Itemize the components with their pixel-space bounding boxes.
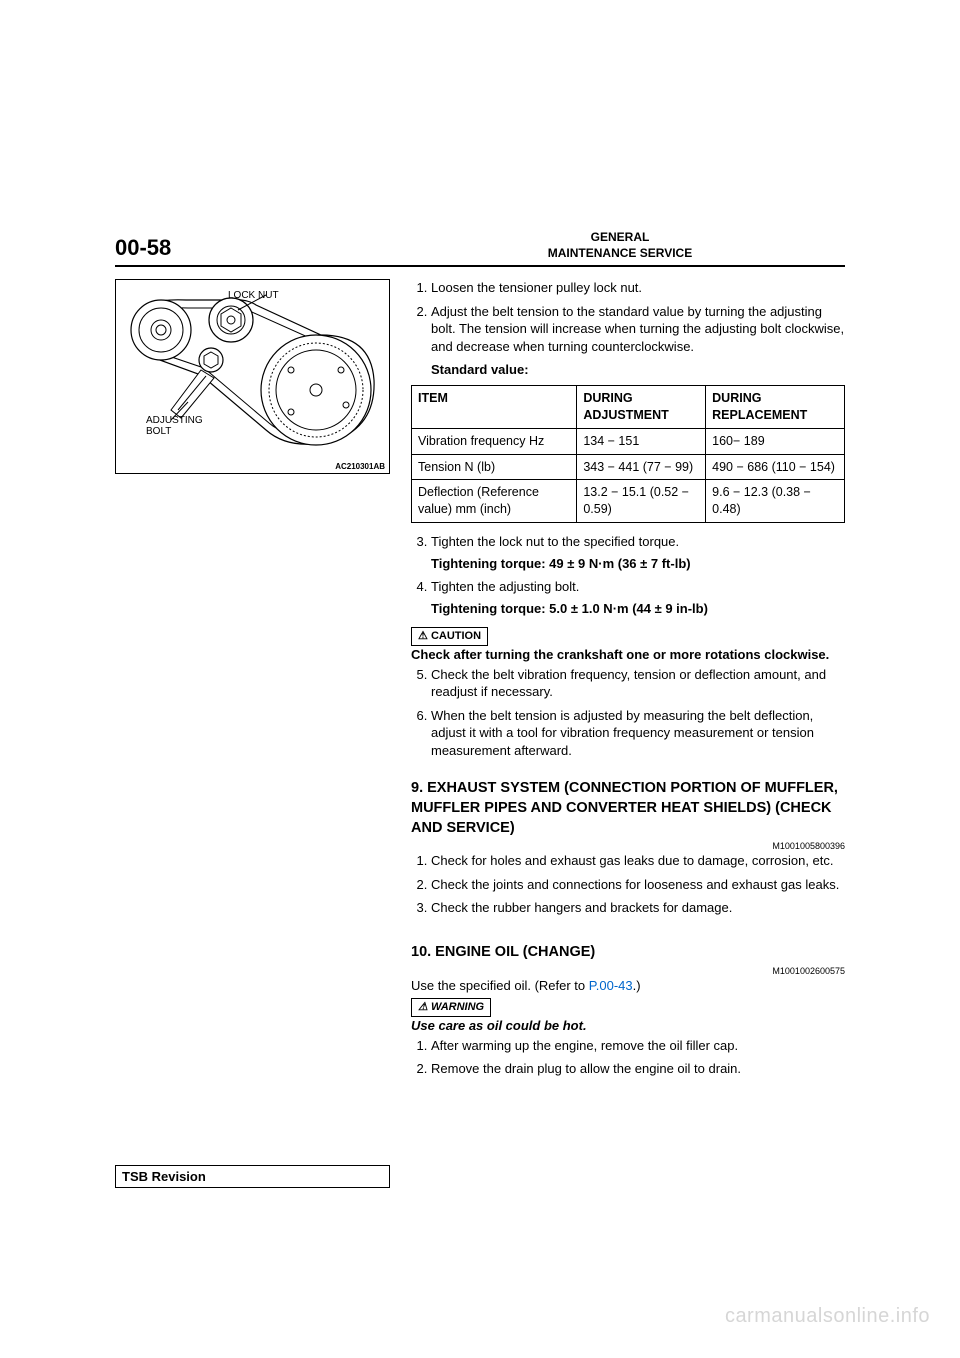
table-cell: Tension N (lb) xyxy=(412,454,577,480)
torque-3: Tightening torque: 49 ± 9 N·m (36 ± 7 ft… xyxy=(431,555,845,573)
warning-block: ⚠ WARNING Use care as oil could be hot. xyxy=(411,994,845,1034)
section-10-step-1: After warming up the engine, remove the … xyxy=(431,1037,845,1055)
section-9-step-1: Check for holes and exhaust gas leaks du… xyxy=(431,852,845,870)
section-9-step-2: Check the joints and connections for loo… xyxy=(431,876,845,894)
caution-label-text: CAUTION xyxy=(431,630,481,642)
table-row: Deflection (Reference value) mm (inch) 1… xyxy=(412,480,845,523)
section-10-intro-pre: Use the specified oil. (Refer to xyxy=(411,978,589,993)
header-title-2: MAINTENANCE SERVICE xyxy=(395,246,845,262)
section-10-mcode: M1001002600575 xyxy=(411,965,845,977)
warning-triangle-icon: ⚠ xyxy=(418,1001,428,1013)
step-3: Tighten the lock nut to the specified to… xyxy=(431,533,845,572)
table-cell: 134 − 151 xyxy=(577,428,706,454)
page-reference-link[interactable]: P.00-43 xyxy=(589,978,633,993)
table-header-item: ITEM xyxy=(412,385,577,428)
steps-5-6: Check the belt vibration frequency, tens… xyxy=(411,666,845,760)
table-cell: Vibration frequency Hz xyxy=(412,428,577,454)
table-row: Vibration frequency Hz 134 − 151 160− 18… xyxy=(412,428,845,454)
step-2: Adjust the belt tension to the standard … xyxy=(431,303,845,379)
table-cell: 9.6 − 12.3 (0.38 − 0.48) xyxy=(706,480,845,523)
section-10-step-2: Remove the drain plug to allow the engin… xyxy=(431,1060,845,1078)
header-title-1: GENERAL xyxy=(395,230,845,246)
lock-nut-label: LOCK NUT xyxy=(228,290,279,301)
section-10-intro: Use the specified oil. (Refer to P.00-43… xyxy=(411,977,845,995)
adjusting-bolt-label: ADJUSTING BOLT xyxy=(146,415,203,437)
section-9-title: 9. EXHAUST SYSTEM (CONNECTION PORTION OF… xyxy=(411,779,845,838)
step-5: Check the belt vibration frequency, tens… xyxy=(431,666,845,701)
step-4-text: Tighten the adjusting bolt. xyxy=(431,579,579,594)
warning-text: Use care as oil could be hot. xyxy=(411,1017,845,1035)
caution-block: ⚠ CAUTION Check after turning the cranks… xyxy=(411,623,845,663)
table-cell: 13.2 − 15.1 (0.52 − 0.59) xyxy=(577,480,706,523)
right-column: Loosen the tensioner pulley lock nut. Ad… xyxy=(395,279,845,1084)
table-header-adjustment: DURING ADJUSTMENT xyxy=(577,385,706,428)
step-4: Tighten the adjusting bolt. Tightening t… xyxy=(431,578,845,617)
warning-label: ⚠ WARNING xyxy=(411,998,491,1017)
section-10-intro-post: .) xyxy=(633,978,641,993)
header-titles: GENERAL MAINTENANCE SERVICE xyxy=(395,230,845,261)
table-row: Tension N (lb) 343 − 441 (77 − 99) 490 −… xyxy=(412,454,845,480)
diagram-code: AC210301AB xyxy=(335,462,385,471)
step-6: When the belt tension is adjusted by mea… xyxy=(431,707,845,760)
standard-value-table: ITEM DURING ADJUSTMENT DURING REPLACEMEN… xyxy=(411,385,845,523)
page: 00-58 GENERAL MAINTENANCE SERVICE xyxy=(0,0,960,1358)
table-cell: Deflection (Reference value) mm (inch) xyxy=(412,480,577,523)
table-header-replacement: DURING REPLACEMENT xyxy=(706,385,845,428)
torque-4: Tightening torque: 5.0 ± 1.0 N·m (44 ± 9… xyxy=(431,600,845,618)
section-9-mcode: M1001005800396 xyxy=(411,840,845,852)
standard-value-label: Standard value: xyxy=(431,361,845,379)
caution-triangle-icon: ⚠ xyxy=(418,630,428,642)
adjusting-bolt-label-l1: ADJUSTING xyxy=(146,415,203,426)
page-header: 00-58 GENERAL MAINTENANCE SERVICE xyxy=(115,230,845,267)
steps-1-2: Loosen the tensioner pulley lock nut. Ad… xyxy=(411,279,845,379)
tsb-revision-box: TSB Revision xyxy=(115,1165,390,1188)
belt-diagram-svg xyxy=(116,280,391,475)
table-cell: 490 − 686 (110 − 154) xyxy=(706,454,845,480)
page-number: 00-58 xyxy=(115,235,395,261)
watermark: carmanualsonline.info xyxy=(725,1305,930,1328)
warning-label-text: WARNING xyxy=(431,1001,484,1013)
caution-label: ⚠ CAUTION xyxy=(411,627,488,646)
caution-text: Check after turning the crankshaft one o… xyxy=(411,646,845,664)
step-2-text: Adjust the belt tension to the standard … xyxy=(431,304,844,354)
belt-diagram: LOCK NUT ADJUSTING BOLT AC210301AB xyxy=(115,279,390,474)
steps-3-4: Tighten the lock nut to the specified to… xyxy=(411,533,845,617)
section-9-step-3: Check the rubber hangers and brackets fo… xyxy=(431,899,845,917)
section-10-title: 10. ENGINE OIL (CHANGE) xyxy=(411,943,845,963)
table-cell: 343 − 441 (77 − 99) xyxy=(577,454,706,480)
adjusting-bolt-label-l2: BOLT xyxy=(146,426,171,437)
left-column: LOCK NUT ADJUSTING BOLT AC210301AB xyxy=(115,279,395,1084)
section-10-steps: After warming up the engine, remove the … xyxy=(411,1037,845,1078)
table-cell: 160− 189 xyxy=(706,428,845,454)
table-header-row: ITEM DURING ADJUSTMENT DURING REPLACEMEN… xyxy=(412,385,845,428)
step-1: Loosen the tensioner pulley lock nut. xyxy=(431,279,845,297)
step-3-text: Tighten the lock nut to the specified to… xyxy=(431,534,679,549)
section-9-steps: Check for holes and exhaust gas leaks du… xyxy=(411,852,845,917)
content-columns: LOCK NUT ADJUSTING BOLT AC210301AB Loose… xyxy=(115,279,845,1084)
